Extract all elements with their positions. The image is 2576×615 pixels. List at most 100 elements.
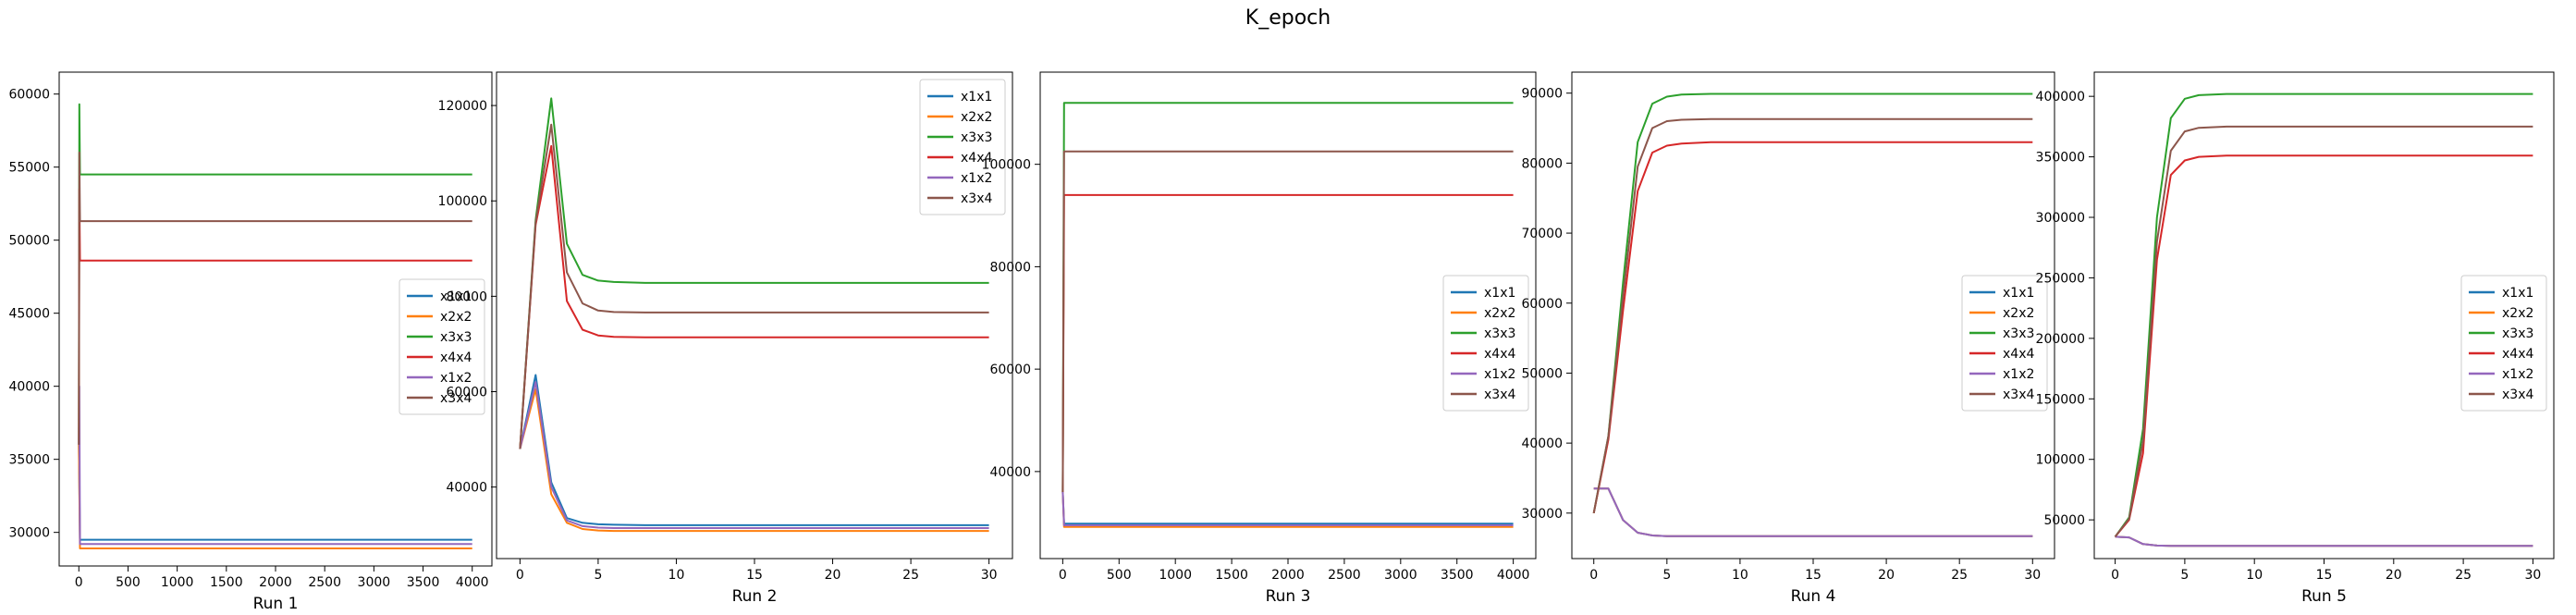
legend: x1x1 x2x2 x3x3 x4x4 x1x2 x3x4 (1442, 275, 1529, 412)
y-tick-label: 60000 (989, 363, 1031, 377)
y-tick-label: 40000 (989, 465, 1031, 480)
x-tick-label: 25 (902, 568, 919, 583)
x-tick-label: 3000 (358, 575, 391, 590)
series-line-x1x2 (2115, 535, 2533, 547)
series-line-x2x2 (1593, 487, 2033, 537)
x-tick-label: 5 (1662, 568, 1671, 583)
y-tick-label: 80000 (989, 260, 1031, 275)
series-line-x1x1 (519, 374, 989, 526)
legend-label-x3x3: x3x3 (440, 330, 472, 345)
x-tick-label: 10 (1732, 568, 1748, 583)
x-axis-label: Run 2 (732, 587, 778, 606)
y-tick-label: 250000 (2036, 271, 2085, 286)
legend-label-x3x3: x3x3 (961, 130, 992, 145)
x-tick-label: 4000 (1497, 568, 1530, 583)
y-tick-label: 40000 (8, 380, 50, 395)
legend-label-x4x4: x4x4 (440, 351, 472, 365)
subplot-5: 0 5 10 15 20 25 30 50000 100000 150000 200000 25000… (2036, 71, 2555, 606)
legend-label-x2x2: x2x2 (961, 110, 992, 125)
legend-label-x1x1: x1x1 (1484, 286, 1515, 301)
legend-label-x1x1: x1x1 (2502, 286, 2533, 301)
legend-box (1442, 275, 1529, 412)
x-tick-label: 3500 (1441, 568, 1474, 583)
series-line-x3x4 (519, 123, 989, 449)
x-tick-label: 3000 (1384, 568, 1417, 583)
y-tick-label: 150000 (2036, 392, 2085, 407)
x-tick-label: 0 (516, 568, 524, 583)
legend-label-x3x3: x3x3 (2502, 326, 2533, 341)
x-tick-label: 0 (2111, 568, 2119, 583)
x-tick-label: 1500 (1215, 568, 1248, 583)
subplots: 0 500 1000 1500 2000 2500 3000 3500 400030000350… (8, 71, 2555, 613)
y-tick-label: 80000 (1521, 156, 1563, 171)
legend-label-x2x2: x2x2 (1484, 306, 1515, 321)
legend-label-x3x4: x3x4 (961, 191, 992, 206)
x-tick-label: 1500 (210, 575, 243, 590)
series-line-x3x3 (519, 97, 989, 449)
x-axis-label: Run 3 (1266, 587, 1311, 606)
series-line-x1x2 (1593, 487, 2033, 537)
x-tick-label: 500 (1107, 568, 1132, 583)
x-axis-label: Run 5 (2301, 587, 2347, 606)
x-tick-label: 0 (1589, 568, 1598, 583)
legend-label-x3x3: x3x3 (2003, 326, 2034, 341)
y-tick-label: 300000 (2036, 211, 2085, 226)
y-tick-label: 40000 (446, 481, 487, 496)
subplot-1: 0 500 1000 1500 2000 2500 3000 3500 4000 30000 350… (8, 71, 493, 613)
x-tick-label: 30 (981, 568, 998, 583)
subplot-2: 0 5 10 15 20 25 30 40000 60000 80000 100000 120000 R… (438, 71, 1013, 606)
y-tick-label: 100000 (438, 194, 487, 209)
x-tick-label: 20 (1878, 568, 1895, 583)
series-line-x2x2 (519, 387, 989, 533)
x-tick-label: 5 (594, 568, 602, 583)
series-line-x2x2 (2115, 535, 2533, 547)
y-tick-label: 55000 (8, 161, 50, 176)
y-tick-label: 45000 (8, 307, 50, 322)
y-tick-label: 200000 (2036, 332, 2085, 347)
x-tick-label: 1000 (161, 575, 194, 590)
legend: x1x1 x2x2 x3x3 x4x4 x1x2 x3x4 (1961, 275, 2048, 412)
legend-label-x4x4: x4x4 (1484, 347, 1515, 362)
series-line-x3x4 (2114, 125, 2533, 538)
legend-box (1961, 275, 2048, 412)
x-tick-label: 0 (75, 575, 83, 590)
subplot-3: 0 500 1000 1500 2000 2500 3000 3500 4000 40000 600… (982, 71, 1537, 606)
legend-label-x4x4: x4x4 (2003, 347, 2034, 362)
legend-label-x4x4: x4x4 (961, 151, 992, 166)
legend-label-x2x2: x2x2 (2003, 306, 2034, 321)
legend-label-x3x3: x3x3 (1484, 326, 1515, 341)
legend-label-x3x4: x3x4 (2502, 387, 2533, 402)
x-tick-label: 4000 (456, 575, 489, 590)
series-line-x1x2 (1061, 491, 1514, 526)
y-tick-label: 35000 (8, 453, 50, 468)
x-tick-label: 30 (2024, 568, 2041, 583)
legend-box (2460, 275, 2547, 412)
legend-label-x3x4: x3x4 (2003, 387, 2034, 402)
x-tick-label: 1000 (1159, 568, 1192, 583)
x-tick-label: 20 (2386, 568, 2402, 583)
y-tick-label: 80000 (446, 289, 487, 304)
x-tick-label: 15 (746, 568, 763, 583)
y-tick-label: 70000 (1521, 227, 1563, 241)
y-tick-label: 60000 (8, 88, 50, 103)
x-tick-label: 15 (2316, 568, 2333, 583)
legend-label-x1x2: x1x2 (961, 171, 992, 186)
series-line-x3x4 (1592, 117, 2033, 513)
subplot-4: 0 5 10 15 20 25 30 30000 40000 50000 60000 70000 800… (1521, 71, 2055, 606)
y-tick-label: 60000 (446, 386, 487, 400)
y-tick-label: 120000 (438, 99, 487, 114)
x-tick-label: 2500 (1328, 568, 1361, 583)
x-tick-label: 500 (116, 575, 141, 590)
legend-label-x1x2: x1x2 (1484, 367, 1515, 382)
y-tick-label: 30000 (8, 526, 50, 541)
series-line-x1x1 (78, 444, 472, 541)
series-line-x1x1 (1593, 487, 2033, 537)
legend-box (399, 278, 485, 415)
y-tick-label: 30000 (1521, 507, 1563, 522)
y-tick-label: 100000 (2036, 453, 2085, 468)
y-tick-label: 100000 (982, 158, 1031, 173)
x-axis-label: Run 4 (1791, 587, 1836, 606)
legend-label-x1x2: x1x2 (440, 371, 472, 386)
series-line-x2x2 (78, 444, 472, 549)
